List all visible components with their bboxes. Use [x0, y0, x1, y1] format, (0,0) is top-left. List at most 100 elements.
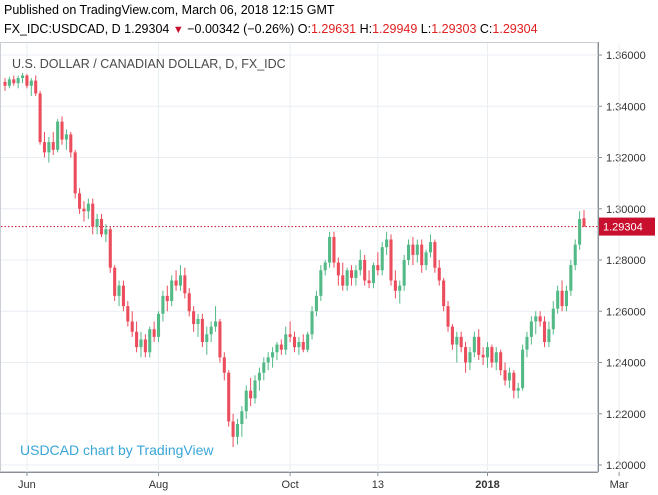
candle [516, 383, 520, 399]
candle-body [437, 267, 441, 281]
candle-body [310, 311, 314, 335]
candle-body [507, 372, 511, 381]
candle-body [21, 75, 25, 79]
candle-body [227, 372, 231, 422]
high-label: H: [359, 22, 373, 36]
candle-body [459, 336, 463, 348]
candle-body [503, 370, 507, 381]
candle [292, 331, 297, 353]
y-tick-label: 1.36000 [606, 50, 646, 62]
candle-body [367, 280, 371, 284]
candle-body [564, 290, 568, 307]
candle-body [47, 142, 51, 153]
candle [7, 76, 11, 89]
y-tick-label: 1.22000 [606, 409, 646, 421]
y-tick-label: 1.30000 [606, 204, 646, 216]
candle [415, 239, 419, 263]
candle [152, 321, 156, 342]
chart-title: U.S. DOLLAR / CANADIAN DOLLAR, D, FX_IDC [12, 57, 286, 71]
candle-body [415, 244, 419, 255]
candle-body [538, 316, 542, 322]
candle-body [200, 318, 204, 342]
candle [358, 249, 362, 276]
candle [573, 239, 577, 271]
candle-body [91, 203, 95, 227]
candle [21, 72, 25, 84]
candle [121, 280, 125, 312]
candle-body [490, 347, 494, 363]
candle-body [433, 242, 437, 268]
candle [314, 290, 318, 317]
candle-body [25, 75, 29, 86]
x-tick-label: Jun [18, 479, 36, 491]
y-tick-label: 1.32000 [606, 153, 646, 165]
candle-body [521, 349, 525, 389]
low-label: L: [420, 22, 432, 36]
candle-body [196, 318, 200, 325]
candle-body [3, 81, 7, 86]
candle [148, 326, 152, 358]
candle [279, 339, 283, 355]
candle [402, 254, 406, 291]
candle [244, 385, 248, 419]
candle [367, 270, 371, 289]
y-tick-label: 1.24000 [606, 358, 646, 370]
plot-frame [0, 42, 598, 472]
candle [354, 265, 358, 286]
candle [222, 352, 226, 381]
candle [51, 131, 55, 155]
candle-body [301, 342, 305, 350]
candle-body [284, 334, 288, 350]
candle [323, 260, 327, 276]
candle-body [389, 239, 393, 281]
candle [130, 311, 134, 337]
candle-body [516, 388, 520, 391]
candle-body [156, 313, 161, 337]
candle [455, 331, 459, 363]
candle [47, 137, 51, 163]
candle [12, 75, 16, 86]
candle-body [376, 265, 380, 271]
candle [227, 370, 231, 427]
candle-body [266, 357, 270, 363]
candle [301, 334, 305, 353]
candle [205, 326, 209, 355]
candle [371, 262, 375, 289]
x-tick-label: Oct [282, 479, 299, 491]
candle-body [82, 208, 86, 212]
candle-body [319, 270, 323, 296]
candle [442, 277, 446, 312]
candle-body [468, 352, 472, 363]
high-value: 1.29949 [372, 22, 418, 36]
candle [363, 254, 367, 286]
candle [275, 342, 279, 360]
candle-body [165, 295, 169, 301]
candle-body [214, 321, 218, 327]
candle [99, 213, 104, 237]
candle [411, 236, 415, 266]
candle [73, 149, 77, 199]
candle [428, 234, 433, 258]
candle [472, 331, 476, 358]
candle-body [69, 134, 73, 153]
candle [490, 344, 494, 368]
candle [209, 321, 213, 342]
candle-body [402, 260, 406, 286]
candle-body [60, 121, 64, 140]
candle [38, 90, 42, 145]
candle [547, 321, 551, 348]
candle [113, 265, 117, 301]
candle-body [205, 334, 209, 342]
candle-body [582, 218, 586, 227]
candle-body [358, 260, 362, 271]
candle [450, 324, 454, 350]
candle [398, 280, 402, 304]
candle [433, 239, 437, 273]
candle [165, 285, 169, 312]
candle [86, 198, 90, 219]
candle-body [398, 285, 402, 291]
candle [393, 270, 397, 299]
candle [582, 210, 586, 227]
candle-body [257, 372, 261, 381]
